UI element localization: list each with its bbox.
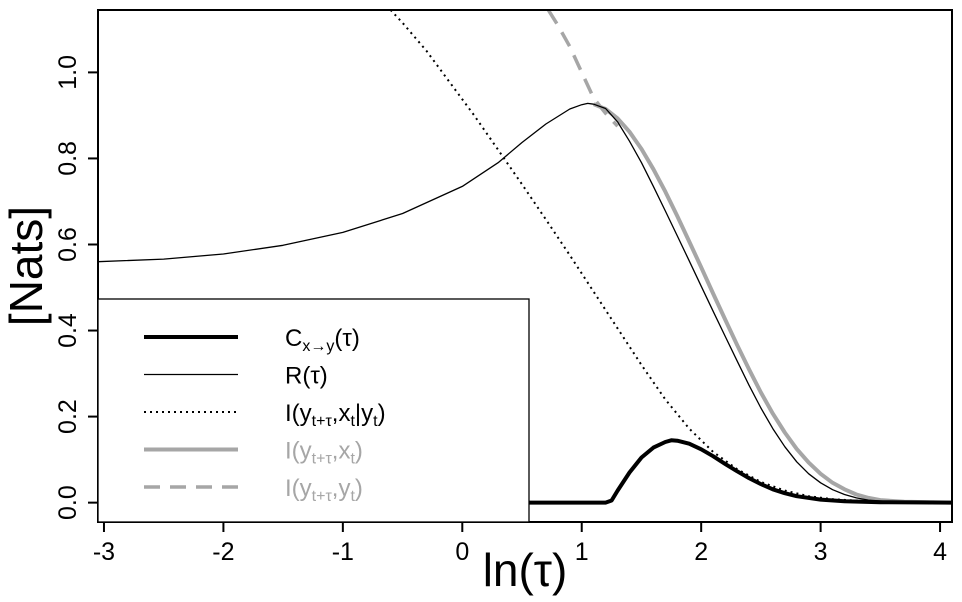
legend-label: R(τ) <box>285 363 328 390</box>
x-tick-label: 0 <box>455 538 469 566</box>
x-tick-label: -3 <box>93 538 115 566</box>
x-tick-label: 4 <box>933 538 947 566</box>
y-tick-label: 0.6 <box>54 227 82 262</box>
series-line-3 <box>592 102 952 505</box>
legend-label: I(yt+τ,xt|yt) <box>285 400 386 430</box>
series-line-1 <box>98 102 952 504</box>
y-tick-label: 0.4 <box>54 313 82 348</box>
x-tick-label: 3 <box>814 538 828 566</box>
y-tick-label: 0.2 <box>54 399 82 434</box>
x-tick-label: 2 <box>694 538 708 566</box>
x-tick-label: -1 <box>332 538 354 566</box>
legend-label: Cx→y(τ) <box>285 325 360 355</box>
legend: Cx→y(τ) R(τ) I(yt+τ,xt|yt) I(yt+τ,xt) I(yt+τ… <box>97 298 530 523</box>
legend-label: I(yt+τ,xt) <box>285 438 363 468</box>
series-layer <box>98 10 952 505</box>
y-tick-label: 1.0 <box>54 55 82 90</box>
x-tick-label: -2 <box>212 538 234 566</box>
y-tick-label: 0.0 <box>54 485 82 520</box>
series-line-0 <box>98 438 952 505</box>
axes-layer: -3 -2 -1 0 1 2 3 4 0.0 0.2 0.4 0.6 0.8 1.0 <box>54 55 947 566</box>
y-tick-label: 0.8 <box>54 141 82 176</box>
legend-label: I(yt+τ,yt) <box>285 475 363 505</box>
x-tick-label: 1 <box>575 538 589 566</box>
series-line-4 <box>546 10 619 128</box>
series-line-2 <box>389 10 952 504</box>
y-axis-title: [Nats] <box>0 206 52 326</box>
x-axis-title: ln(τ) <box>483 544 568 596</box>
